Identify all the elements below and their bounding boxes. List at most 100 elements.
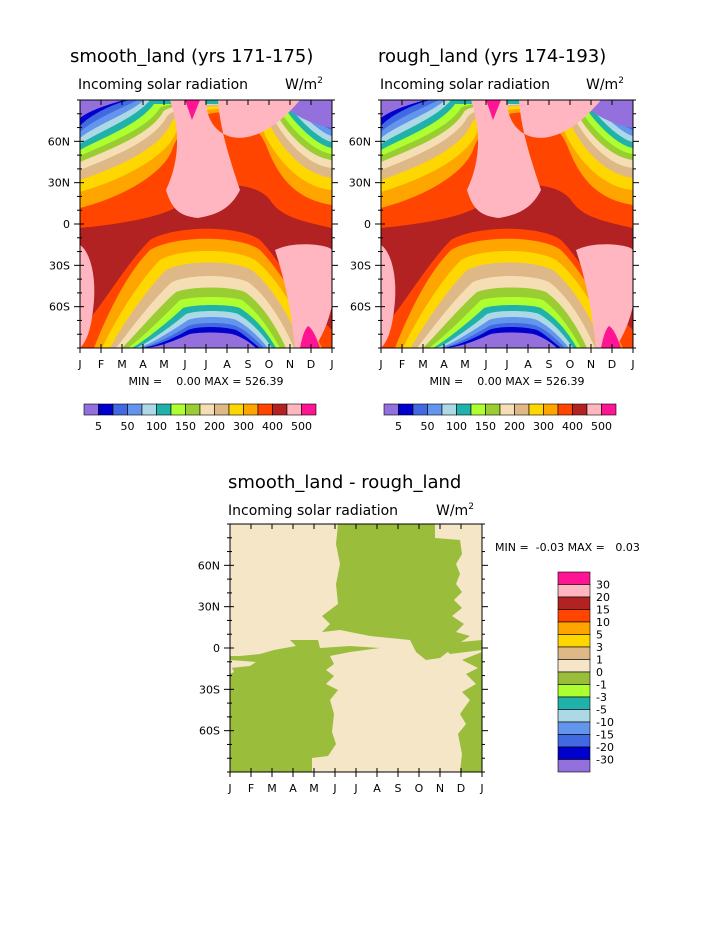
colorbar-box — [601, 403, 617, 416]
colorbar-box — [441, 403, 457, 416]
x-tick-label: J — [182, 358, 186, 371]
y-tick-label: 60N — [48, 135, 70, 148]
colorbar-box — [398, 403, 414, 416]
colorbar-label: -1 — [596, 679, 607, 692]
x-tick-label: A — [524, 358, 532, 371]
colorbar-box — [572, 403, 588, 416]
y-tick-label: 60S — [199, 725, 220, 738]
x-tick-label: F — [98, 358, 104, 371]
colorbar-box — [214, 403, 230, 416]
colorbar-label: 500 — [591, 420, 612, 433]
colorbar-box — [98, 403, 114, 416]
colorbar-label: 5 — [395, 420, 402, 433]
panel2-stats: MIN = 0.00 MAX = 526.39 — [430, 375, 585, 388]
colorbar-box — [557, 596, 591, 610]
colorbar-box — [557, 659, 591, 673]
y-tick-label: 60N — [349, 135, 371, 148]
colorbar-label: 500 — [291, 420, 312, 433]
colorbar-box — [528, 403, 544, 416]
y-tick-label: 30S — [199, 683, 220, 696]
x-tick-label: S — [245, 358, 252, 371]
panel2-colorbar: 5 50 100 150 200 300 400 500 — [383, 403, 617, 433]
panel3-field — [229, 523, 483, 773]
x-tick-label: M — [460, 358, 470, 371]
colorbar-box — [557, 609, 591, 623]
colorbar-box — [557, 684, 591, 698]
x-tick-label: F — [399, 358, 405, 371]
x-tick-label: D — [608, 358, 616, 371]
colorbar-box — [456, 403, 472, 416]
colorbar-label: 200 — [504, 420, 525, 433]
x-tick-label: A — [223, 358, 231, 371]
colorbar-label: 30 — [596, 579, 610, 592]
y-tick-label: 30N — [198, 601, 220, 614]
colorbar-box — [557, 634, 591, 648]
x-tick-label: A — [139, 358, 147, 371]
y-tick-label: 30N — [48, 177, 70, 190]
x-tick-label: N — [587, 358, 595, 371]
colorbar-label: 3 — [596, 641, 603, 654]
colorbar-box — [257, 403, 273, 416]
colorbar-box — [301, 403, 317, 416]
colorbar-box — [557, 759, 591, 773]
colorbar-label: 1 — [596, 654, 603, 667]
colorbar-box — [557, 584, 591, 598]
panel1-field — [79, 99, 333, 349]
x-tick-label: J — [203, 358, 207, 371]
x-tick-label: J — [630, 358, 634, 371]
colorbar-label: -30 — [596, 754, 614, 767]
colorbar-box — [228, 403, 244, 416]
x-tick-label: J — [332, 782, 336, 795]
colorbar-label: 0 — [596, 666, 603, 679]
panel1-units: W/m2 — [285, 76, 323, 93]
colorbar-box — [141, 403, 157, 416]
x-tick-label: J — [353, 782, 357, 795]
x-tick-label: J — [378, 358, 382, 371]
x-tick-label: N — [436, 782, 444, 795]
colorbar-box — [185, 403, 201, 416]
y-tick-label: 0 — [63, 218, 70, 231]
colorbar-box — [412, 403, 428, 416]
colorbar-label: 100 — [446, 420, 467, 433]
colorbar-box — [499, 403, 515, 416]
x-tick-label: J — [227, 782, 231, 795]
colorbar-box — [557, 709, 591, 723]
colorbar-box — [83, 403, 99, 416]
y-tick-label: 0 — [213, 642, 220, 655]
colorbar-box — [557, 721, 591, 735]
x-tick-label: D — [307, 358, 315, 371]
colorbar-box — [557, 621, 591, 635]
y-tick-label: 30N — [349, 177, 371, 190]
panel-difference: smooth_land - rough_land Incoming solar … — [198, 472, 640, 795]
colorbar-box — [485, 403, 501, 416]
colorbar-label: -5 — [596, 704, 607, 717]
x-tick-label: M — [309, 782, 319, 795]
y-tick-label: 60S — [350, 301, 371, 314]
colorbar-box — [514, 403, 530, 416]
x-tick-label: A — [289, 782, 297, 795]
colorbar-label: 400 — [262, 420, 283, 433]
colorbar-box — [112, 403, 128, 416]
colorbar-box — [199, 403, 215, 416]
colorbar-box — [557, 646, 591, 660]
colorbar-label: -15 — [596, 729, 614, 742]
panel2-subtitle: Incoming solar radiation — [380, 77, 550, 93]
y-tick-label: 60N — [198, 559, 220, 572]
colorbar-box — [557, 746, 591, 760]
colorbar-label: 300 — [233, 420, 254, 433]
x-tick-label: M — [267, 782, 277, 795]
panel-smooth-land: smooth_land (yrs 171-175) Incoming solar… — [48, 46, 338, 433]
colorbar-label: 15 — [596, 604, 610, 617]
panel3-title: smooth_land - rough_land — [228, 472, 461, 493]
colorbar-box — [557, 403, 573, 416]
colorbar-box — [557, 671, 591, 685]
colorbar-label: -20 — [596, 741, 614, 754]
colorbar-box — [170, 403, 186, 416]
colorbar-label: 300 — [533, 420, 554, 433]
x-tick-label: F — [248, 782, 254, 795]
colorbar-box — [156, 403, 172, 416]
y-tick-label: 30S — [350, 259, 371, 272]
x-tick-label: O — [265, 358, 274, 371]
